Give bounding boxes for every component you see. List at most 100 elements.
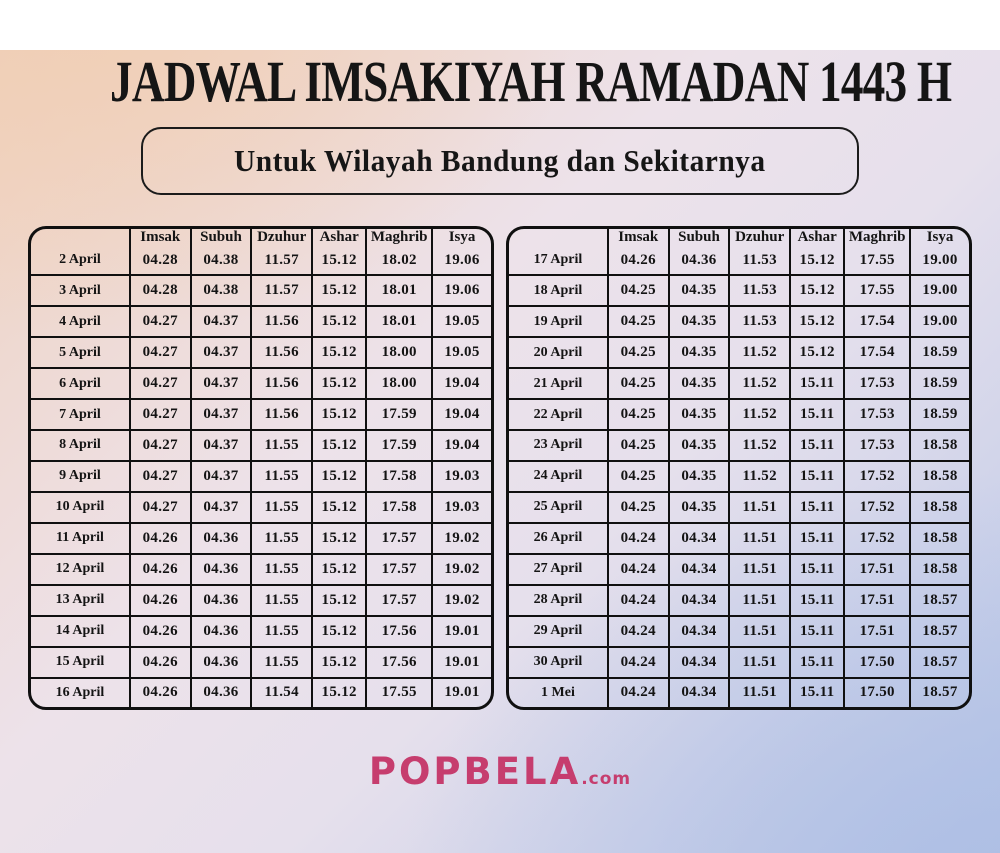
date-cell: 8 April [31, 429, 130, 461]
time-cell-maghrib: 18.01 [365, 305, 433, 338]
date-cell: 17 April [533, 252, 583, 268]
time-cell-isya: 18.59 [909, 398, 969, 430]
time-cell-isya: 19.01 [431, 645, 491, 678]
time-cell-imsak: 04.28 [128, 246, 191, 276]
table-row: 28 April 04.24 04.34 11.51 15.11 17.51 18.57 [509, 583, 969, 616]
time-cell-dzuhur: 11.52 [728, 429, 791, 461]
time-cell-isya: 18.59 [909, 367, 969, 400]
time-cell-dzuhur: 11.52 [728, 459, 791, 492]
date-cell: 3 April [31, 274, 130, 307]
time-cell-maghrib: 17.51 [843, 614, 911, 647]
time-cell-subuh: 04.36 [189, 583, 252, 616]
time-cell-ashar: 15.12 [311, 676, 367, 707]
time-cell-isya: 19.05 [431, 305, 491, 338]
time-cell-isya: 18.58 [909, 521, 969, 554]
header-cell-imsak: Imsak [606, 229, 669, 246]
brand-name: POPBELA [368, 750, 582, 793]
time-cell-subuh: 04.36 [189, 645, 252, 678]
time-cell-ashar: 15.12 [789, 305, 845, 338]
time-cell-isya: 18.57 [909, 645, 969, 678]
time-cell-subuh: 04.34 [667, 676, 730, 707]
date-cell: 4 April [31, 305, 130, 338]
time-cell-isya: 19.01 [431, 676, 491, 707]
time-cell-imsak: 04.25 [606, 367, 669, 400]
date-cell: 18 April [509, 274, 608, 307]
header-cell-maghrib: Maghrib [365, 229, 433, 246]
header-cell-ashar: Ashar [789, 229, 845, 246]
time-cell-isya: 19.03 [431, 459, 491, 492]
time-cell-ashar: 15.11 [789, 398, 845, 430]
table-row: 21 April 04.25 04.35 11.52 15.11 17.53 18.59 [509, 367, 969, 400]
table-row: 20 April 04.25 04.35 11.52 15.12 17.54 18.59 [509, 336, 969, 369]
time-cell-maghrib: 17.54 [843, 336, 911, 369]
time-cell-imsak: 04.28 [128, 274, 191, 307]
date-cell: 9 April [31, 459, 130, 492]
time-cell-dzuhur: 11.51 [728, 490, 791, 523]
table-row: 3 April 04.28 04.38 11.57 15.12 18.01 19.06 [31, 274, 491, 307]
time-cell-ashar: 15.11 [789, 676, 845, 707]
time-cell-maghrib: 17.56 [365, 614, 433, 647]
time-cell-maghrib: 17.59 [365, 398, 433, 430]
table-row: 7 April 04.27 04.37 11.56 15.12 17.59 19.04 [31, 398, 491, 430]
time-cell-ashar: 15.12 [311, 645, 367, 678]
time-cell-isya: 19.06 [431, 274, 491, 307]
time-cell-dzuhur: 11.52 [728, 336, 791, 369]
time-cell-maghrib: 17.54 [843, 305, 911, 338]
time-cell-subuh: 04.35 [667, 398, 730, 430]
time-cell-dzuhur: 11.55 [250, 490, 313, 523]
header-cell-maghrib: Maghrib [843, 229, 911, 246]
time-cell-dzuhur: 11.57 [250, 246, 313, 276]
time-cell-imsak: 04.26 [128, 552, 191, 585]
table-row: 1 Mei 04.24 04.34 11.51 15.11 17.50 18.57 [509, 676, 969, 707]
time-cell-imsak: 04.27 [128, 336, 191, 369]
time-cell-maghrib: 17.58 [365, 490, 433, 523]
schedule-table: Imsak Subuh Dzuhur Ashar Maghrib Isya 17 April… [509, 229, 969, 707]
time-cell-subuh: 04.37 [189, 305, 252, 338]
time-cell-dzuhur: 11.51 [728, 614, 791, 647]
time-cell-ashar: 15.12 [789, 336, 845, 369]
time-cell-isya: 19.02 [431, 521, 491, 554]
time-cell-dzuhur: 11.55 [250, 429, 313, 461]
time-cell-imsak: 04.25 [606, 490, 669, 523]
header-cell-dzuhur: Dzuhur [728, 229, 791, 246]
schedule-table: Imsak Subuh Dzuhur Ashar Maghrib Isya 2 April 0… [31, 229, 491, 707]
table-row: 19 April 04.25 04.35 11.53 15.12 17.54 19.00 [509, 305, 969, 338]
time-cell-dzuhur: 11.53 [728, 305, 791, 338]
time-cell-subuh: 04.36 [189, 521, 252, 554]
time-cell-imsak: 04.27 [128, 429, 191, 461]
table-row: 22 April 04.25 04.35 11.52 15.11 17.53 18.59 [509, 398, 969, 430]
time-cell-maghrib: 17.58 [365, 459, 433, 492]
schedule-tables-row: Imsak Subuh Dzuhur Ashar Maghrib Isya 2 April 0… [28, 226, 972, 710]
time-cell-isya: 18.58 [909, 490, 969, 523]
time-cell-subuh: 04.35 [667, 274, 730, 307]
subtitle-box: Untuk Wilayah Bandung dan Sekitarnya [141, 127, 859, 195]
time-cell-isya: 18.58 [909, 552, 969, 585]
time-cell-maghrib: 17.50 [843, 645, 911, 678]
time-cell-ashar: 15.12 [311, 490, 367, 523]
time-cell-ashar: 15.11 [789, 583, 845, 616]
time-cell-subuh: 04.34 [667, 645, 730, 678]
time-cell-ashar: 15.12 [311, 521, 367, 554]
time-cell-dzuhur: 11.51 [728, 521, 791, 554]
time-cell-ashar: 15.11 [789, 429, 845, 461]
time-cell-dzuhur: 11.55 [250, 552, 313, 585]
time-cell-maghrib: 18.00 [365, 367, 433, 400]
time-cell-imsak: 04.25 [606, 429, 669, 461]
poster-background: JADWAL IMSAKIYAH RAMADAN 1443 H Untuk Wi… [0, 50, 1000, 853]
time-cell-ashar: 15.12 [311, 398, 367, 430]
time-cell-isya: 19.06 [431, 246, 491, 276]
table-header-row: Imsak Subuh Dzuhur Ashar Maghrib Isya [31, 229, 491, 246]
time-cell-dzuhur: 11.56 [250, 305, 313, 338]
time-cell-dzuhur: 11.52 [728, 398, 791, 430]
time-cell-maghrib: 17.53 [843, 429, 911, 461]
time-cell-imsak: 04.24 [606, 645, 669, 678]
time-cell-imsak: 04.24 [606, 676, 669, 707]
time-cell-dzuhur: 11.56 [250, 398, 313, 430]
time-cell-dzuhur: 11.57 [250, 274, 313, 307]
time-cell-imsak: 04.24 [606, 583, 669, 616]
table-row: 18 April 04.25 04.35 11.53 15.12 17.55 19.00 [509, 274, 969, 307]
time-cell-maghrib: 17.52 [843, 459, 911, 492]
time-cell-maghrib: 17.55 [843, 246, 911, 276]
time-cell-dzuhur: 11.55 [250, 645, 313, 678]
table-row: 25 April 04.25 04.35 11.51 15.11 17.52 18.58 [509, 490, 969, 523]
